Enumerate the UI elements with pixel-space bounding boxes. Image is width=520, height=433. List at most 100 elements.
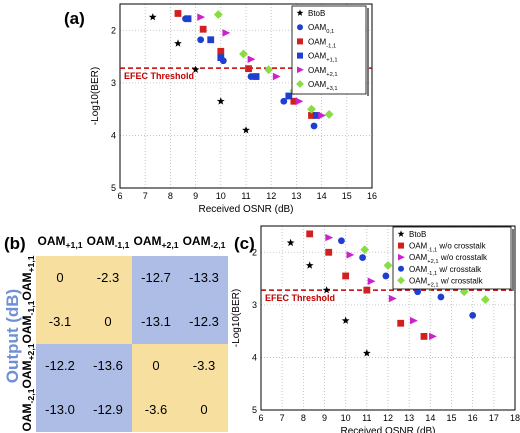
matrix-col-header: OAM-2,1 xyxy=(183,234,226,250)
data-point xyxy=(307,104,316,114)
data-point xyxy=(242,126,250,134)
matrix-value: -3.3 xyxy=(193,358,215,373)
x-tick-label: 9 xyxy=(322,413,327,423)
y-axis-label: -Log10(BER) xyxy=(90,67,101,125)
matrix-row-header: OAM+1,1 xyxy=(20,255,36,300)
matrix-value: -13.1 xyxy=(141,314,171,329)
matrix-cell xyxy=(36,344,84,388)
data-point xyxy=(382,272,390,280)
matrix-cell xyxy=(180,344,228,388)
x-tick-label: 12 xyxy=(266,191,276,201)
efec-threshold-label: EFEC Threshold xyxy=(124,71,194,81)
data-point xyxy=(313,112,320,119)
legend-marker xyxy=(297,52,303,59)
panel-label-a: (a) xyxy=(64,9,85,28)
plot-c: 6 7 8 9 10 11 12 13 14 15 16 17 18 2 3 4 5 EFEC Threshold… xyxy=(231,225,520,433)
x-axis-label: Received OSNR (dB) xyxy=(198,204,293,215)
x-tick-label: 8 xyxy=(168,191,173,201)
legend-marker xyxy=(297,38,303,45)
y-tick-label: 5 xyxy=(111,183,116,193)
matrix-cell xyxy=(36,300,84,344)
data-point xyxy=(342,272,350,280)
legend-marker xyxy=(397,276,405,285)
series-triangle xyxy=(325,233,437,341)
matrix-value: -13.3 xyxy=(189,270,219,285)
legend-entry: OAM-1,1 w/ crosstalk xyxy=(409,265,482,277)
matrix-value: -12.3 xyxy=(189,314,219,329)
efec-threshold-label: EFEC Threshold xyxy=(265,293,335,303)
crosstalk-matrix: OAM+1,1 OAM-1,1 OAM+2,1 OAM-2,10 -2.3 -12.7 -1… xyxy=(3,234,228,432)
x-tick-label: 6 xyxy=(117,191,122,201)
legend-entry: OAM+2,1 xyxy=(308,66,338,78)
series-triangle xyxy=(197,13,327,120)
matrix-col-header: OAM-1,1 xyxy=(87,234,130,250)
matrix-value: -13.6 xyxy=(93,358,123,373)
data-point xyxy=(338,237,345,245)
data-point xyxy=(174,10,182,17)
series-square xyxy=(306,230,428,340)
legend-entry: BtoB xyxy=(308,9,325,18)
y-tick-label: 5 xyxy=(252,405,257,415)
x-tick-label: 11 xyxy=(362,413,371,423)
matrix-row-header: OAM+2,1 xyxy=(20,343,36,388)
data-point xyxy=(216,97,225,105)
x-tick-label: 12 xyxy=(383,413,393,423)
plot-a: 6 7 8 9 10 11 12 13 14 15 16 2 3 4 5 EFEC Threshold Rece… xyxy=(90,3,377,215)
x-tick-label: 13 xyxy=(404,413,414,423)
data-point xyxy=(325,233,334,242)
data-point xyxy=(359,254,366,261)
matrix-row-header: OAM-1,1 xyxy=(20,300,36,343)
matrix-col-header: OAM+2,1 xyxy=(133,234,178,250)
matrix-value: -3.1 xyxy=(49,314,71,329)
legend-marker xyxy=(296,80,304,88)
series-square xyxy=(184,15,320,119)
data-point xyxy=(290,97,298,105)
data-point xyxy=(286,238,295,247)
data-point xyxy=(239,49,248,59)
plot-frame xyxy=(119,3,373,189)
legend-marker xyxy=(398,253,405,261)
data-point xyxy=(388,294,397,303)
x-tick-label: 15 xyxy=(342,191,352,201)
data-point xyxy=(363,286,371,294)
matrix-cell xyxy=(84,300,132,344)
data-point xyxy=(148,13,157,21)
x-tick-label: 9 xyxy=(193,191,198,201)
data-point xyxy=(397,319,405,327)
data-point xyxy=(174,39,182,47)
x-tick-label: 16 xyxy=(367,191,377,201)
data-point xyxy=(410,316,418,325)
legend-entry: OAM0,1 xyxy=(308,23,334,35)
matrix-row-header: OAM-2,1 xyxy=(20,388,36,431)
matrix-value: 0 xyxy=(56,270,63,285)
data-point xyxy=(310,122,318,130)
matrix-cell xyxy=(180,256,228,300)
matrix-cell xyxy=(36,256,84,300)
data-point xyxy=(469,311,477,319)
data-point xyxy=(247,55,256,63)
legend-marker xyxy=(297,24,303,31)
data-point xyxy=(324,109,334,119)
data-point xyxy=(459,287,469,297)
legend-marker xyxy=(398,242,404,249)
y-tick-label: 4 xyxy=(252,352,257,362)
matrix-cell xyxy=(180,300,228,344)
matrix-cell xyxy=(36,388,84,432)
data-point xyxy=(429,332,437,341)
matrix-col-header: OAM+1,1 xyxy=(37,234,82,250)
data-point xyxy=(272,72,281,81)
matrix-value: -12.2 xyxy=(45,358,75,373)
data-point xyxy=(184,15,192,23)
series-square xyxy=(174,10,315,119)
y-tick-label: 3 xyxy=(252,300,257,310)
data-point xyxy=(341,316,350,324)
panel-label-c: (c) xyxy=(234,234,255,253)
y-axis-label: -Log10(BER) xyxy=(231,289,242,347)
matrix-cell xyxy=(132,300,180,344)
data-point xyxy=(217,47,225,55)
matrix-side-label: Output (dB) xyxy=(3,289,22,383)
x-tick-label: 15 xyxy=(446,413,456,423)
matrix-value: -2.3 xyxy=(97,270,119,285)
legend-entry: OAM+2,1 w/ crosstalk xyxy=(409,276,484,288)
